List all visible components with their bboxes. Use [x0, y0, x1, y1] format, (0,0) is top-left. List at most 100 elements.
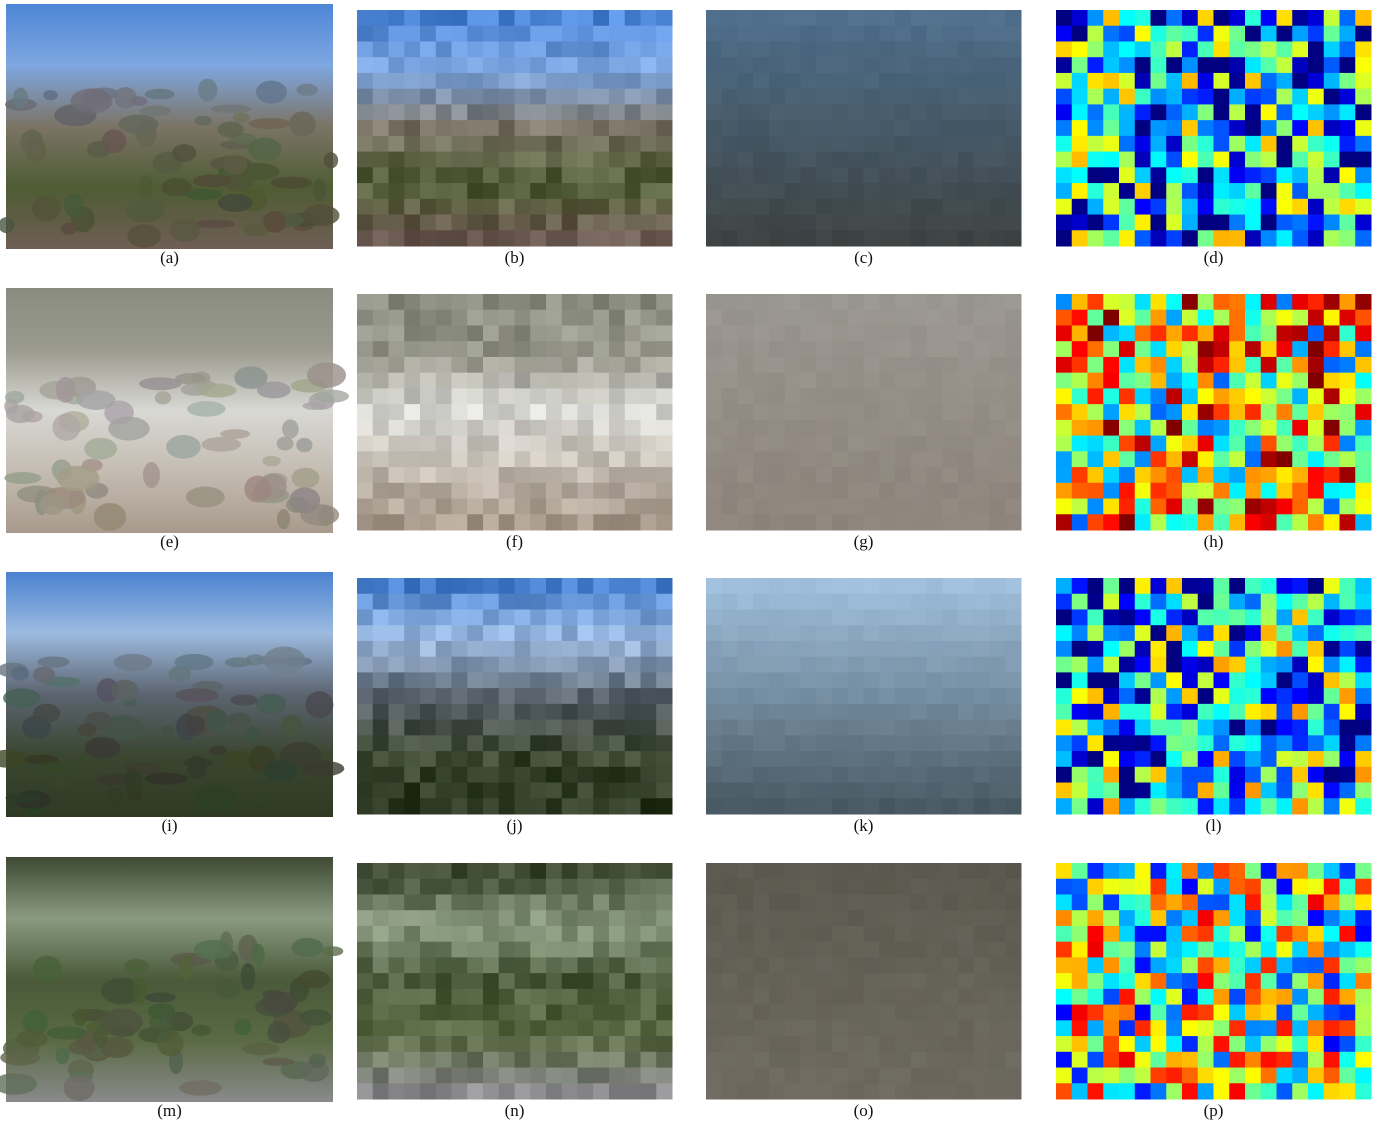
- pixel-cell: [640, 703, 657, 721]
- blur-cell: [784, 672, 801, 689]
- blur-cell: [958, 404, 975, 421]
- blur-cell: [816, 214, 833, 231]
- pixel-cell: [420, 198, 437, 216]
- heatmap-cell: [1276, 198, 1293, 216]
- pixel-cell: [483, 751, 500, 768]
- pixel-cell: [530, 973, 547, 990]
- blur-cell: [816, 388, 833, 405]
- heatmap-cell: [1150, 451, 1167, 468]
- pixel-cell: [404, 104, 421, 121]
- photo-detail: [248, 118, 292, 130]
- blur-cell: [989, 593, 1006, 610]
- photo-detail: [76, 390, 116, 410]
- blur-cell: [973, 183, 990, 200]
- pixel-cell: [372, 294, 389, 311]
- blur-cell: [895, 766, 912, 784]
- heatmap-cell: [1213, 230, 1230, 247]
- pixel-cell: [404, 167, 421, 184]
- blur-cell: [989, 1036, 1006, 1053]
- photo-detail: [147, 1003, 176, 1019]
- heatmap-cell: [1197, 104, 1214, 121]
- heatmap-cell: [1134, 372, 1151, 389]
- blur-cell: [706, 1067, 723, 1084]
- pixel-cell: [546, 72, 563, 90]
- pixel-cell: [467, 135, 484, 153]
- heatmap-cell: [1213, 183, 1230, 200]
- heatmap-cell: [1166, 25, 1183, 42]
- pixel-cell: [593, 57, 610, 74]
- blur-cell: [863, 988, 880, 1006]
- pixel-cell: [435, 988, 452, 1006]
- heatmap-cell: [1355, 609, 1372, 626]
- pixel-cell: [451, 404, 468, 421]
- heatmap-cell: [1355, 214, 1372, 231]
- pixel-cell: [624, 878, 641, 895]
- heatmap-cell: [1339, 104, 1356, 121]
- blur-cell: [832, 341, 849, 358]
- blur-cell: [721, 309, 738, 326]
- blur-cell: [895, 719, 912, 736]
- heatmap-cell: [1339, 1036, 1356, 1053]
- heatmap-cell: [1229, 167, 1246, 184]
- pixel-cell: [530, 878, 547, 895]
- heatmap-cell: [1213, 1051, 1230, 1069]
- pixel-cell: [593, 341, 610, 358]
- heatmap-cell: [1276, 656, 1293, 673]
- heatmap-cell: [1087, 910, 1104, 927]
- blur-cell: [942, 419, 959, 437]
- photo-detail: [187, 401, 226, 417]
- heatmap-cell: [1260, 672, 1277, 689]
- pixel-cell: [593, 863, 610, 880]
- heatmap-cell: [1308, 372, 1325, 389]
- pixel-cell: [357, 356, 374, 374]
- pixel-cell: [435, 957, 452, 974]
- pixel-cell: [372, 451, 389, 468]
- blur-cell: [753, 151, 770, 168]
- heatmap-cell: [1150, 798, 1167, 815]
- heatmap-cell: [1150, 578, 1167, 595]
- blur-cell: [926, 10, 943, 27]
- photo-detail: [31, 195, 61, 222]
- heatmap-cell: [1182, 941, 1199, 958]
- pixel-cell: [577, 894, 594, 911]
- blur-cell: [958, 1004, 975, 1021]
- pixel-cell: [404, 609, 421, 626]
- pixel-cell: [514, 57, 531, 74]
- blur-cell: [926, 1083, 943, 1100]
- pixel-cell: [420, 356, 437, 374]
- heatmap-cell: [1308, 894, 1325, 911]
- blur-cell: [942, 1083, 959, 1100]
- heatmap-cell: [1119, 719, 1136, 736]
- heatmap-cell: [1197, 782, 1214, 799]
- photo-detail: [263, 211, 287, 233]
- heatmap-cell: [1166, 910, 1183, 927]
- pixel-cell: [546, 672, 563, 689]
- heatmap-cell: [1197, 482, 1214, 500]
- blur-cell: [879, 1083, 896, 1100]
- heatmap-cell: [1134, 10, 1151, 27]
- heatmap-cell: [1229, 404, 1246, 421]
- heatmap-cell: [1182, 230, 1199, 247]
- heatmap-cell: [1355, 467, 1372, 484]
- heatmap-cell: [1339, 151, 1356, 168]
- heatmap-cell: [1166, 798, 1183, 815]
- heatmap-cell: [1229, 782, 1246, 799]
- heatmap-cell: [1276, 404, 1293, 421]
- heatmap-cell: [1323, 214, 1340, 231]
- heatmap-cell: [1245, 751, 1262, 768]
- heatmap-cell: [1056, 1036, 1073, 1053]
- pixel-cell: [577, 356, 594, 374]
- pixel-cell: [561, 735, 578, 752]
- heatmap-cell: [1134, 294, 1151, 311]
- heatmap-cell: [1197, 719, 1214, 736]
- blur-cell: [800, 151, 817, 168]
- pixel-cell: [467, 1083, 484, 1100]
- blur-cell: [784, 957, 801, 974]
- heatmap-cell: [1103, 435, 1120, 452]
- pixel-cell: [656, 798, 673, 815]
- blur-cell: [1005, 640, 1022, 658]
- blur-cell: [1005, 104, 1022, 121]
- blur-cell: [737, 25, 754, 42]
- heatmap-cell: [1134, 625, 1151, 642]
- pixel-cell: [357, 198, 374, 216]
